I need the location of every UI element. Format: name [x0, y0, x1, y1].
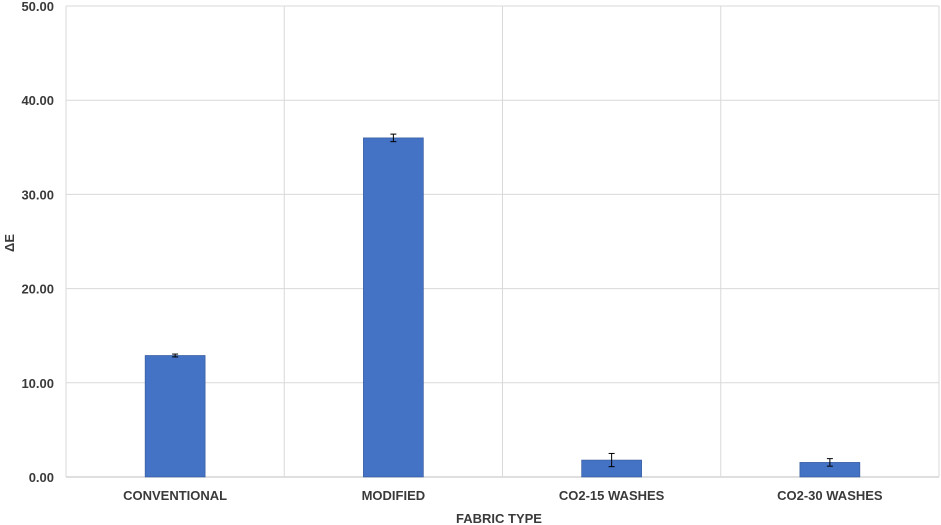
grid-lines: [65, 5, 940, 478]
bar-conventional: [144, 355, 206, 478]
y-tick-label: 30.00: [21, 187, 54, 202]
y-tick-labels: 0.00 10.00 20.00 30.00 40.00 50.00: [21, 0, 54, 485]
error-bar: [172, 353, 179, 358]
error-bars-group: [172, 133, 833, 468]
x-tick-label: CO2-15 WASHES: [559, 488, 665, 503]
y-tick-label: 40.00: [21, 93, 54, 108]
error-bar: [826, 458, 833, 467]
y-tick-label: 10.00: [21, 376, 54, 391]
y-tick-label: 0.00: [29, 470, 54, 485]
x-tick-label: CO2-30 WASHES: [777, 488, 883, 503]
y-axis-title: ΔE: [2, 234, 17, 252]
x-axis-title: FABRIC TYPE: [456, 511, 542, 525]
x-tick-labels: CONVENTIONAL MODIFIED CO2-15 WASHES CO2-30 …: [123, 488, 883, 503]
x-tick-label: CONVENTIONAL: [123, 488, 227, 503]
y-tick-label: 50.00: [21, 0, 54, 14]
bar-modified: [363, 137, 424, 478]
error-bar: [390, 133, 397, 143]
y-tick-label: 20.00: [21, 282, 54, 297]
bars-group: [144, 137, 861, 478]
error-bar: [608, 452, 615, 468]
x-tick-label: MODIFIED: [362, 488, 426, 503]
